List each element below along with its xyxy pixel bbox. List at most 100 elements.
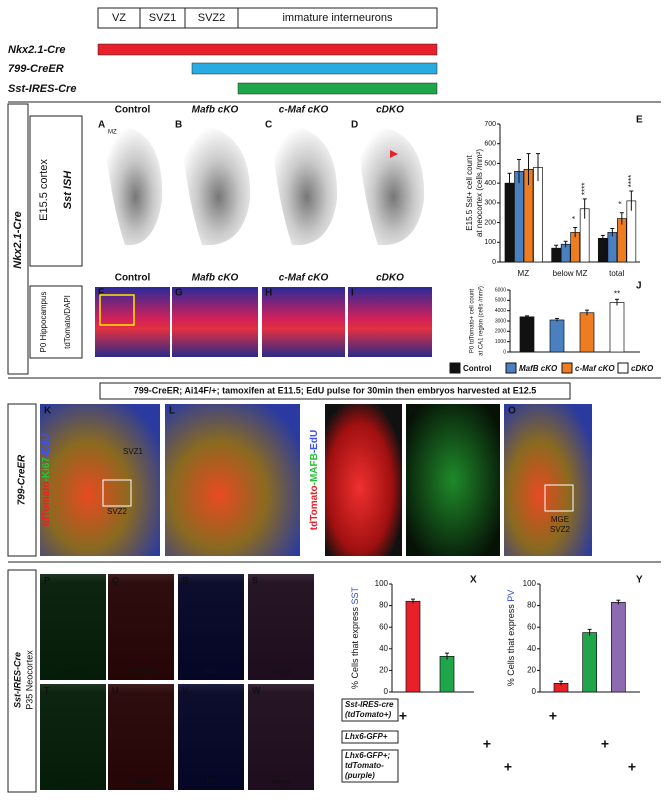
channel-label: tdTomato: [127, 779, 156, 786]
y-tick-label: 20: [379, 666, 388, 675]
micrograph: [40, 404, 160, 556]
panel-letter: U: [112, 685, 119, 695]
roi-box: [102, 479, 132, 507]
stage-label: immature interneurons: [282, 12, 393, 24]
lineage-bar: [97, 43, 438, 56]
channel-label: SST: [204, 669, 218, 676]
line-label: Nkx2.1-Cre: [8, 44, 65, 56]
y-label-part: % Cells that express: [506, 602, 516, 687]
legend-label: c-Maf cKO: [575, 364, 615, 373]
vertical-label: P0 Hippocampus: [39, 292, 48, 353]
annotation: SVZ2: [550, 525, 571, 534]
y-tick-label: 100: [375, 579, 389, 588]
panel-letter: X: [470, 575, 477, 586]
channel-label: Merge: [271, 779, 291, 786]
y-tick-label: 100: [484, 239, 496, 246]
panel-letter: V: [182, 685, 188, 695]
column-title: cDKO: [376, 105, 404, 116]
bar: [609, 302, 625, 353]
significance: *: [571, 216, 580, 219]
y-tick-label: 80: [379, 601, 388, 610]
y-axis-label: P0 tdTomato+ cell count: [470, 289, 476, 354]
key-label: Sst-IRES-cre: [345, 700, 394, 709]
panel-letter: L: [169, 406, 175, 417]
y-tick-label: 6000: [495, 287, 506, 293]
panel-letter: K: [44, 406, 52, 417]
legend-label: Control: [463, 364, 491, 373]
marker: +: [601, 736, 609, 752]
stain-label: tdTomato-MAFB-EdU: [309, 430, 320, 530]
line-label: 799-CreER: [8, 63, 64, 75]
stain-part: tdTomato: [41, 481, 52, 526]
marker: +: [628, 759, 636, 775]
panel-letter: S: [252, 575, 258, 585]
panel-letter: D: [351, 120, 358, 131]
y-label-part: PV: [506, 590, 516, 602]
vertical-label: Sst-IRES-Cre: [12, 652, 22, 708]
legend-swatch: [617, 362, 629, 374]
y-label-part: % Cells that express: [350, 604, 360, 689]
micrograph: [165, 404, 300, 556]
frame: [341, 698, 399, 722]
panel-letter: N: [410, 406, 417, 417]
y-axis-label: E15.5 Sst+ cell count: [465, 155, 474, 231]
y-tick-label: 20: [527, 666, 536, 675]
bar: [504, 182, 515, 263]
key-label: Lhx6-GFP+;: [345, 751, 390, 760]
panel-letter: C: [265, 120, 272, 131]
channel-label: Merge: [271, 669, 291, 676]
stain-part: tdTomato: [309, 485, 320, 530]
y-tick-label: 700: [484, 121, 496, 128]
lineage-bar: [237, 82, 438, 95]
surface: [248, 574, 314, 680]
frame: [29, 115, 83, 267]
surface: [178, 684, 244, 790]
key-label: tdTomato-: [345, 761, 384, 770]
bar: [607, 232, 618, 263]
panel-letter: B: [175, 120, 182, 131]
key-label: (purple): [345, 771, 375, 780]
panel-letter: I: [351, 288, 354, 299]
y-axis-label: % Cells that express SST: [350, 586, 360, 689]
surface: [108, 574, 174, 680]
y-tick-label: 0: [532, 687, 537, 696]
channel-label: Lhx6-GFP: [57, 669, 89, 676]
channel-label: tdTomato: [127, 669, 156, 676]
vertical-label: Nkx2.1-Cre: [12, 211, 24, 268]
x-tick-label: total: [609, 269, 624, 278]
column-title: Mafb cKO: [192, 273, 239, 284]
ish-section: [103, 124, 163, 246]
bar: [405, 600, 421, 693]
surface: [108, 684, 174, 790]
y-tick-label: 400: [484, 180, 496, 187]
key-label: Lhx6-GFP+: [345, 732, 388, 741]
x-tick-label: below MZ: [553, 269, 588, 278]
stage-label: SVZ2: [198, 12, 226, 24]
legend-swatch: [449, 362, 461, 374]
y-axis-label: at CA1 region (cells /mm²): [479, 286, 485, 356]
annotation: MGE: [551, 515, 569, 524]
y-tick-label: 0: [503, 349, 506, 355]
y-tick-label: 0: [492, 259, 496, 266]
marker: +: [504, 759, 512, 775]
y-tick-label: 500: [484, 160, 496, 167]
frame: [7, 569, 37, 793]
bar: [439, 656, 455, 693]
ish-section: [180, 124, 251, 246]
channel-label: Lhx6-GFP: [57, 779, 89, 786]
frame: [29, 285, 83, 359]
panel-letter: E: [636, 115, 643, 126]
vertical-label: P35 Neocortex: [24, 650, 34, 710]
y-tick-label: 60: [379, 622, 388, 631]
column-title: cDKO: [376, 273, 404, 284]
bar: [597, 237, 608, 263]
legend-label: MafB cKO: [519, 364, 558, 373]
frame: [7, 103, 29, 375]
bar: [549, 319, 565, 353]
y-axis-label: % Cells that express PV: [506, 590, 516, 687]
y-tick-label: 80: [527, 601, 536, 610]
y-tick-label: 300: [484, 200, 496, 207]
y-tick-label: 100: [523, 579, 537, 588]
annotation: SVZ1: [123, 447, 144, 456]
column-title: Mafb cKO: [192, 105, 239, 116]
